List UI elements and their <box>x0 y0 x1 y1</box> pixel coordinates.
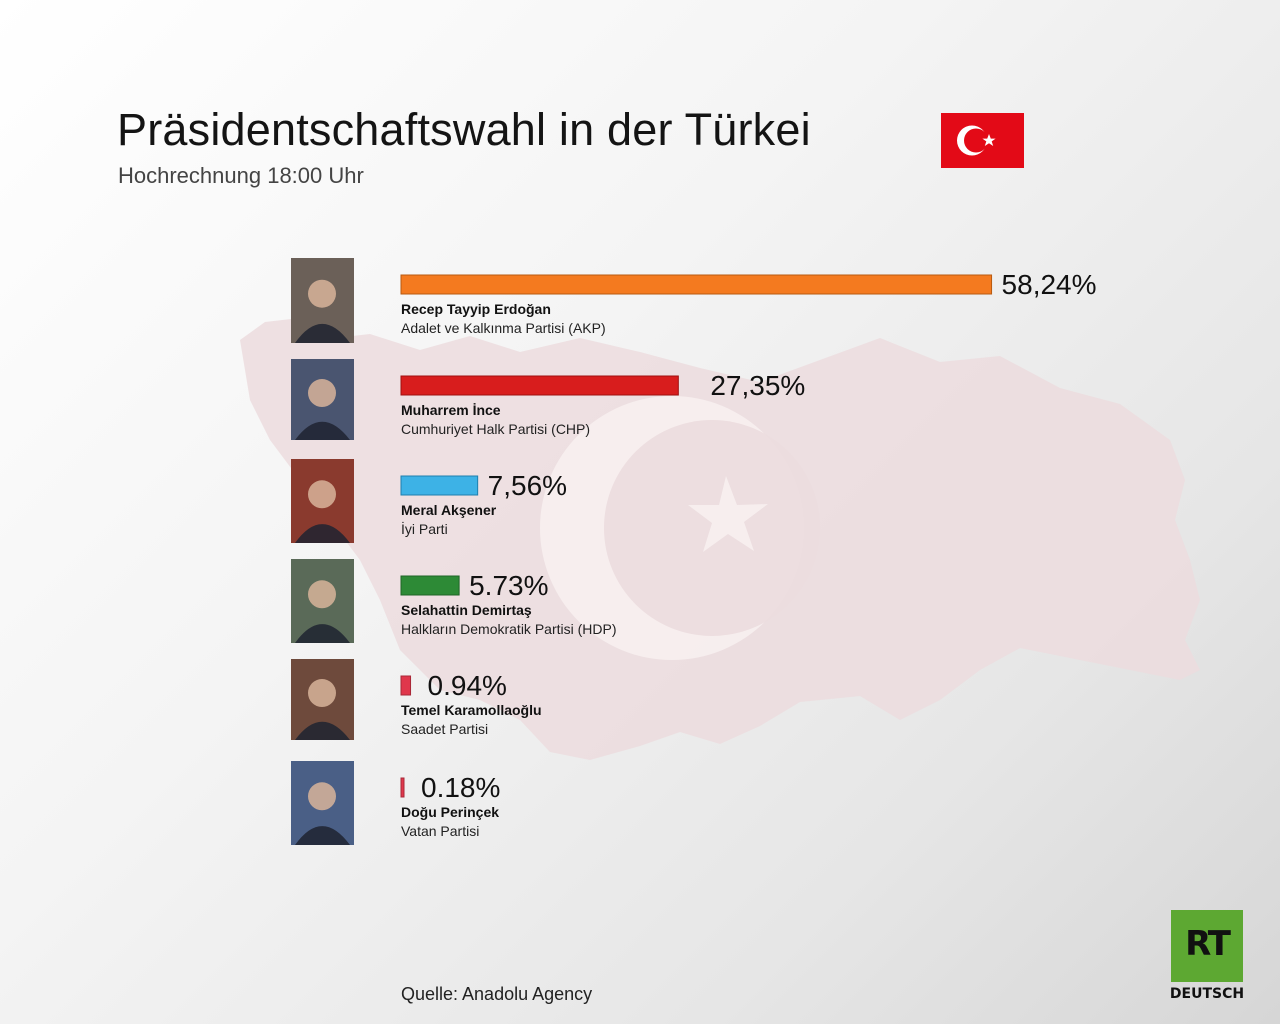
candidate-photo-body <box>295 421 350 440</box>
candidate-name: Doğu Perinçek <box>401 804 499 820</box>
candidate-name: Temel Karamollaoğlu <box>401 702 542 718</box>
rt-logo-subtitle: DEUTSCH <box>1169 986 1245 1002</box>
candidate-name: Selahattin Demirtaş <box>401 602 532 618</box>
candidate-photo-body <box>295 826 350 845</box>
page-title: Präsidentschaftswahl in der Türkei <box>117 104 811 155</box>
candidate-photo-face <box>308 480 336 509</box>
party-name: Cumhuriyet Halk Partisi (CHP) <box>401 421 590 437</box>
candidate-photo-body <box>295 624 350 643</box>
candidate-photo-body <box>295 721 350 740</box>
party-name: Vatan Partisi <box>401 823 479 839</box>
map-star-icon <box>688 476 768 552</box>
candidate-photo-body <box>295 524 350 543</box>
rt-logo: RT <box>1171 910 1243 982</box>
candidate-photo-face <box>308 679 336 708</box>
candidate-photo-face <box>308 580 336 609</box>
party-name: Saadet Partisi <box>401 721 488 737</box>
candidate-name: Muharrem İnce <box>401 402 501 418</box>
bar <box>400 375 679 396</box>
page-subtitle: Hochrechnung 18:00 Uhr <box>118 163 364 188</box>
bar-value-label: 7,56% <box>488 470 567 501</box>
candidate-photo-face <box>308 379 336 408</box>
source-note: Quelle: Anadolu Agency <box>401 984 593 1004</box>
party-name: Adalet ve Kalkınma Partisi (AKP) <box>401 320 606 336</box>
candidate-photo-face <box>308 279 336 308</box>
bar <box>400 675 412 696</box>
candidate-name: Meral Akşener <box>401 502 497 518</box>
candidate-photo-face <box>308 782 336 811</box>
bar-value-label: 5.73% <box>469 570 548 601</box>
bar <box>400 575 460 596</box>
candidate-name: Recep Tayyip Erdoğan <box>401 301 551 317</box>
party-name: Halkların Demokratik Partisi (HDP) <box>401 621 616 637</box>
bar <box>400 777 405 798</box>
bar-value-label: 0.94% <box>428 670 507 701</box>
party-name: İyi Parti <box>401 520 448 537</box>
candidate-photo-body <box>295 323 350 343</box>
bar <box>400 274 993 295</box>
bar-value-label: 27,35% <box>710 370 805 401</box>
bar-value-label: 0.18% <box>421 772 500 803</box>
bar <box>400 475 479 496</box>
turkish-flag-icon <box>941 113 1024 168</box>
rt-logo-text: RT <box>1185 924 1231 964</box>
bar-value-label: 58,24% <box>1002 269 1097 300</box>
